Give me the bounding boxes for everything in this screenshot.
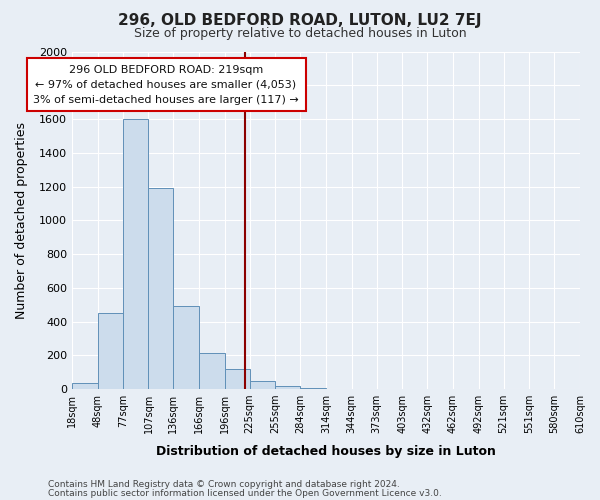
Bar xyxy=(98,313,123,389)
Bar xyxy=(250,382,275,389)
Text: 296 OLD BEDFORD ROAD: 219sqm
← 97% of detached houses are smaller (4,053)
3% of : 296 OLD BEDFORD ROAD: 219sqm ← 97% of de… xyxy=(33,65,299,104)
X-axis label: Distribution of detached houses by size in Luton: Distribution of detached houses by size … xyxy=(156,444,496,458)
Text: Contains HM Land Registry data © Crown copyright and database right 2024.: Contains HM Land Registry data © Crown c… xyxy=(48,480,400,489)
Bar xyxy=(148,188,173,389)
Bar xyxy=(123,119,148,389)
Bar xyxy=(275,386,301,389)
Bar xyxy=(72,383,98,389)
Bar xyxy=(225,369,250,389)
Text: Contains public sector information licensed under the Open Government Licence v3: Contains public sector information licen… xyxy=(48,488,442,498)
Text: 296, OLD BEDFORD ROAD, LUTON, LU2 7EJ: 296, OLD BEDFORD ROAD, LUTON, LU2 7EJ xyxy=(118,12,482,28)
Bar xyxy=(199,352,225,389)
Text: Size of property relative to detached houses in Luton: Size of property relative to detached ho… xyxy=(134,28,466,40)
Bar xyxy=(301,388,326,389)
Y-axis label: Number of detached properties: Number of detached properties xyxy=(15,122,28,319)
Bar xyxy=(173,306,199,389)
